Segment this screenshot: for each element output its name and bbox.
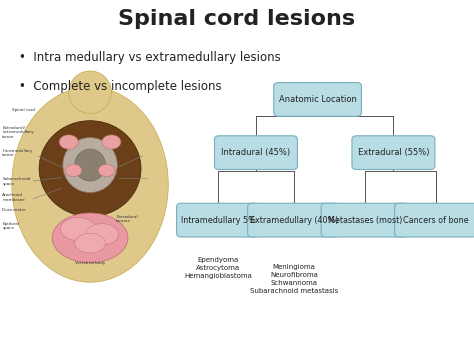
- Text: Intradural (45%): Intradural (45%): [221, 148, 291, 157]
- Text: Metastases (most): Metastases (most): [328, 215, 402, 225]
- Ellipse shape: [52, 213, 128, 263]
- Ellipse shape: [85, 224, 118, 245]
- Text: Extradural
tumors: Extradural tumors: [116, 215, 138, 223]
- Text: Intramedullary 5%: Intramedullary 5%: [181, 215, 255, 225]
- FancyBboxPatch shape: [274, 83, 361, 116]
- Text: Epidural
space: Epidural space: [2, 222, 19, 230]
- FancyBboxPatch shape: [352, 136, 435, 170]
- Ellipse shape: [69, 71, 111, 114]
- Text: Anatomic Location: Anatomic Location: [279, 95, 356, 104]
- Text: Meningioma
Neurofibroma
Schwannoma
Subarachnoid metastasis: Meningioma Neurofibroma Schwannoma Subar…: [250, 264, 338, 295]
- Text: Extradural (55%): Extradural (55%): [358, 148, 429, 157]
- Ellipse shape: [12, 87, 168, 282]
- Text: Cancers of bone: Cancers of bone: [403, 215, 469, 225]
- Text: Arachnoid
membrane: Arachnoid membrane: [2, 193, 25, 202]
- FancyBboxPatch shape: [176, 203, 259, 237]
- Text: Dura mater: Dura mater: [2, 208, 26, 212]
- Ellipse shape: [61, 217, 96, 241]
- Text: Vertebral body: Vertebral body: [75, 261, 105, 265]
- Text: Spinal cord lesions: Spinal cord lesions: [118, 9, 356, 29]
- Ellipse shape: [99, 164, 115, 177]
- Text: Intramedullary
tumor: Intramedullary tumor: [2, 149, 33, 157]
- Ellipse shape: [75, 149, 106, 181]
- Text: Subarachnoid
space: Subarachnoid space: [2, 178, 31, 186]
- Ellipse shape: [59, 135, 78, 149]
- Ellipse shape: [102, 135, 121, 149]
- FancyBboxPatch shape: [247, 203, 340, 237]
- FancyBboxPatch shape: [214, 136, 298, 170]
- Ellipse shape: [39, 121, 141, 217]
- Ellipse shape: [65, 164, 82, 177]
- FancyBboxPatch shape: [394, 203, 474, 237]
- Text: Extradural/
extramedullary
tumor: Extradural/ extramedullary tumor: [2, 126, 34, 138]
- Text: •  Intra medullary vs extramedullary lesions: • Intra medullary vs extramedullary lesi…: [19, 51, 281, 65]
- Text: Ependyoma
Astrocytoma
Hemangioblastoma: Ependyoma Astrocytoma Hemangioblastoma: [184, 257, 252, 279]
- Ellipse shape: [75, 234, 106, 253]
- Ellipse shape: [63, 137, 117, 192]
- Text: •  Complete vs incomplete lesions: • Complete vs incomplete lesions: [19, 80, 221, 93]
- Text: Extramedullary (40%): Extramedullary (40%): [250, 215, 338, 225]
- Text: Spinal cord: Spinal cord: [12, 108, 35, 112]
- FancyBboxPatch shape: [321, 203, 409, 237]
